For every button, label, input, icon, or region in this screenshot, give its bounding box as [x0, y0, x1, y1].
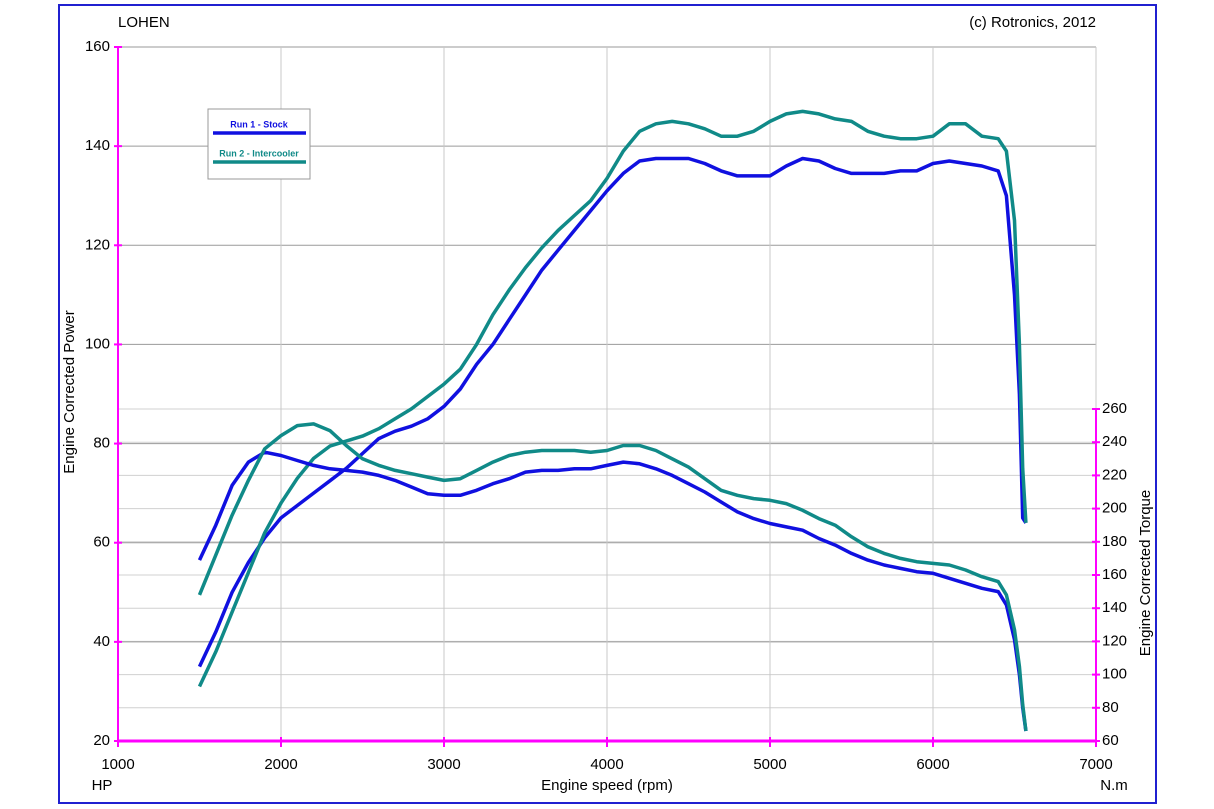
frame	[58, 4, 1157, 804]
y2-tick-label: 120	[1102, 632, 1127, 649]
y2-tick-label: 240	[1102, 433, 1127, 450]
series-line	[197, 422, 1028, 732]
y-axis-label: Engine Corrected Power	[61, 310, 78, 473]
y2-unit: N.m	[1100, 777, 1128, 794]
y2-tick-label: 60	[1102, 732, 1119, 749]
series-line	[197, 109, 1028, 688]
y2-tick-label: 260	[1102, 400, 1127, 417]
y-tick-label: 60	[93, 534, 110, 551]
y-tick-label: 20	[93, 732, 110, 749]
x-tick-label: 1000	[101, 756, 134, 773]
y2-axis-label: Engine Corrected Torque	[1137, 490, 1154, 657]
x-axis-label: Engine speed (rpm)	[541, 777, 673, 794]
y2-tick-label: 100	[1102, 666, 1127, 683]
x-tick-label: 4000	[590, 756, 623, 773]
y2-tick-label: 160	[1102, 566, 1127, 583]
y-tick-label: 120	[85, 236, 110, 253]
y2-tick-label: 180	[1102, 533, 1127, 550]
y2-tick-label: 140	[1102, 599, 1127, 616]
legend-label: Run 1 - Stock	[230, 119, 289, 129]
y-tick-label: 80	[93, 435, 110, 452]
y2-tick-label: 200	[1102, 500, 1127, 517]
y2-tick-label: 80	[1102, 699, 1119, 716]
chart-title: LOHEN	[118, 14, 170, 31]
y-tick-label: 160	[85, 38, 110, 55]
credit: (c) Rotronics, 2012	[969, 14, 1096, 31]
series-line	[197, 156, 1028, 668]
legend	[207, 108, 311, 180]
y2-tick-label: 220	[1102, 466, 1127, 483]
x-tick-label: 2000	[264, 756, 297, 773]
x-tick-label: 7000	[1079, 756, 1112, 773]
axes: 60 80 100 120 140 160 180 200 220 240 260 20 40 60 80 1…	[85, 38, 1127, 773]
y-tick-label: 140	[85, 137, 110, 154]
legend-label: Run 2 - Intercooler	[219, 148, 299, 158]
x-tick-label: 5000	[753, 756, 786, 773]
y-unit: HP	[92, 777, 113, 794]
legend-items: Run 1 - Stock Run 2 - Intercooler	[213, 119, 306, 164]
plot	[197, 109, 1028, 732]
y-tick-label: 100	[85, 335, 110, 352]
x-tick-label: 6000	[916, 756, 949, 773]
y-tick-label: 40	[93, 633, 110, 650]
x-tick-label: 3000	[427, 756, 460, 773]
series-line	[197, 450, 1028, 732]
